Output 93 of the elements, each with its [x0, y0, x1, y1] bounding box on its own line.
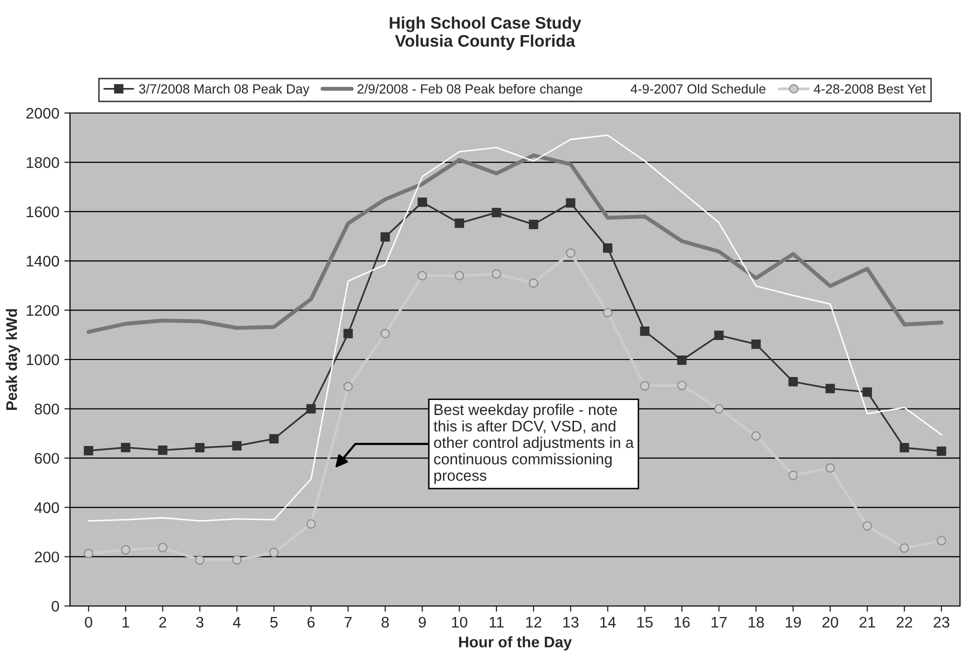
point [640, 381, 650, 391]
point [603, 308, 612, 318]
point [900, 543, 910, 553]
point [566, 198, 576, 208]
text: 4-9-2007 Old Schedule [630, 84, 766, 94]
y-tick-label: 600 [34, 452, 59, 464]
chart-title: High School Case Study Volusia County Florida [390, 16, 582, 50]
point [714, 404, 724, 414]
x-tick-label: 20 [822, 616, 838, 628]
point [158, 446, 168, 455]
x-tick-label: 0 [84, 616, 92, 628]
x-tick-label: 23 [934, 616, 950, 628]
point [343, 382, 353, 392]
legend-label: 3/7/2008 March 08 Peak Day [139, 84, 310, 96]
x-tick-label: 6 [308, 616, 315, 628]
point [84, 446, 94, 456]
point [232, 441, 242, 450]
legend-label: 2/9/2008 - Feb 08 Peak before change [358, 84, 582, 96]
point [343, 328, 353, 338]
point [120, 545, 130, 554]
point [826, 384, 835, 394]
x-tick-label: 1 [122, 616, 130, 628]
x-tick-label: 18 [748, 616, 764, 628]
point [936, 446, 946, 456]
point [603, 243, 612, 253]
point [751, 340, 761, 349]
y-tick-label: 1800 [26, 157, 59, 168]
y-tick-label: 2000 [26, 108, 59, 119]
x-tick-label: 19 [786, 616, 801, 628]
point [492, 208, 502, 218]
legend-label: 4-28-2008 Best Yet [814, 84, 926, 94]
x-tick-label: 10 [452, 616, 468, 628]
point [528, 220, 538, 230]
x-tick-label: 5 [270, 616, 278, 628]
line-series [88, 134, 942, 522]
y-tick-label: 1400 [26, 256, 59, 267]
y-axis-title: Peak day kWd [6, 309, 20, 410]
point [677, 380, 687, 390]
point [232, 555, 242, 565]
point [900, 443, 910, 452]
point [826, 463, 835, 473]
point [158, 542, 168, 552]
y-tick-label: 200 [34, 552, 59, 562]
point [862, 387, 872, 397]
x-tick-label: 21 [860, 616, 876, 628]
point [306, 519, 316, 529]
point [454, 218, 464, 228]
x-tick-label: 22 [896, 616, 912, 628]
line-series [86, 153, 944, 334]
x-tick-label: 3 [196, 616, 204, 628]
point [677, 356, 687, 365]
point [640, 326, 650, 336]
x-tick-label: 12 [526, 616, 542, 628]
y-tick-label: 0 [52, 600, 59, 612]
x-axis-title: Hour of the Day [459, 636, 572, 650]
x-tick-label: 16 [674, 616, 690, 628]
y-tick-label: 1000 [26, 354, 59, 366]
point [380, 328, 390, 338]
x-tick-label: 11 [490, 616, 504, 628]
point [418, 271, 427, 280]
annotation: Best weekday profile - note this is after DCV, VSD, and other control adjustments in a continuous commissioning process [434, 404, 634, 484]
point [714, 330, 724, 340]
x-tick-label: 13 [563, 616, 578, 628]
point [788, 377, 798, 386]
x-tick-label: 2 [159, 616, 166, 628]
point [306, 404, 316, 414]
point [528, 278, 538, 288]
x-tick-label: 17 [712, 616, 727, 628]
x-tick-label: 8 [382, 616, 389, 628]
y-tick-label: 1600 [26, 206, 59, 218]
point [862, 521, 872, 531]
point [492, 269, 502, 279]
point [120, 442, 130, 452]
point [269, 434, 279, 444]
x-tick-label: 15 [637, 616, 653, 628]
x-tick-label: 4 [232, 616, 241, 628]
x-tick-label: 9 [418, 616, 426, 628]
y-tick-label: 800 [34, 404, 59, 414]
point [418, 198, 427, 207]
point [269, 548, 279, 558]
point [566, 248, 576, 258]
y-tick-label: 400 [34, 502, 59, 514]
point [936, 536, 946, 546]
point [454, 271, 464, 280]
y-tick-label: 1200 [26, 305, 59, 316]
point [788, 470, 798, 480]
point [84, 548, 94, 558]
point [380, 232, 390, 242]
point [195, 443, 204, 452]
point [195, 555, 204, 565]
x-tick-label: 7 [344, 616, 352, 628]
point [751, 431, 761, 441]
x-tick-label: 14 [600, 616, 616, 628]
